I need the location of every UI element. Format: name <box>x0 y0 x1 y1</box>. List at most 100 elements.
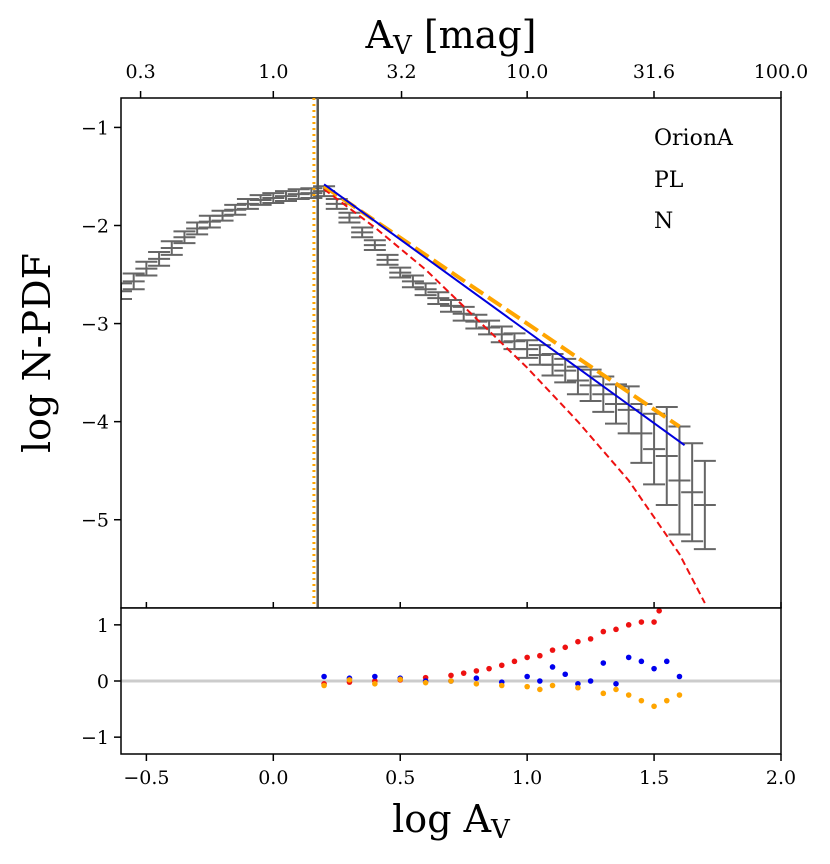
residual-point <box>651 665 657 672</box>
errorbar-point <box>249 194 272 206</box>
errorbar-point <box>148 250 171 267</box>
x-axis-title-main: log A <box>392 797 491 841</box>
errorbar-point <box>655 405 678 507</box>
main-panel: −1 −2 −3 −4 −5 0.3 1.0 3.2 10.0 31.6 100.0 OrionA… <box>81 61 808 754</box>
residual-point <box>448 672 454 679</box>
errorbar-point <box>262 192 285 204</box>
residual-point <box>613 686 619 693</box>
errorbar-point <box>135 260 158 277</box>
errorbar-point <box>275 190 297 202</box>
errorbar-point <box>414 282 437 297</box>
top-tick-label: 31.6 <box>633 61 675 83</box>
residual-point <box>625 654 632 661</box>
residual-point <box>321 673 327 680</box>
top-tick-label: 1.0 <box>258 61 288 83</box>
main-y-ticks: −1 −2 −3 −4 −5 <box>81 117 121 532</box>
residual-point <box>460 670 467 676</box>
errorbar-point <box>541 352 564 377</box>
top-axis-title: AV [mag] <box>365 13 537 61</box>
errorbar-point <box>579 368 602 403</box>
residual-point <box>549 664 556 670</box>
residual-point <box>372 681 378 687</box>
residual-point <box>676 692 683 698</box>
x-tick-label: −0.5 <box>123 767 169 789</box>
residual-panel: −0.5 0.0 0.5 1.0 1.5 2.0 1 0 −1 <box>81 607 796 789</box>
errorbar-point <box>516 339 539 359</box>
top-tick-label: 10.0 <box>506 61 548 83</box>
x-tick-label: 0.5 <box>385 767 415 789</box>
residual-point <box>498 662 505 669</box>
residual-point <box>600 660 607 666</box>
residual-point <box>625 622 632 628</box>
top-axis-title-main: A <box>365 13 394 57</box>
errorbar-point <box>351 226 374 239</box>
residual-point <box>587 636 594 642</box>
residual-point <box>663 658 670 665</box>
x-tick-label: 2.0 <box>766 767 796 789</box>
annotations: OrionA PL N <box>654 126 734 234</box>
annotation-type: N <box>654 209 673 234</box>
errorbar-point <box>681 442 704 543</box>
errorbar-point <box>363 239 386 252</box>
residual-point <box>473 681 480 687</box>
residual-point <box>638 697 645 704</box>
residual-point <box>448 678 454 684</box>
residual-y-tick-label: −1 <box>81 727 109 749</box>
residual-point <box>613 626 619 633</box>
residual-point <box>575 638 581 645</box>
residual-point <box>549 682 556 689</box>
residual-point <box>575 681 581 687</box>
errorbar-point <box>122 272 145 291</box>
main-y-tick-label: −5 <box>81 510 109 532</box>
x-tick-label: 1.0 <box>512 767 542 789</box>
residual-point <box>656 608 662 614</box>
top-tick-label: 3.2 <box>386 61 416 83</box>
residual-point <box>562 644 569 651</box>
top-axis-ticks: 0.3 1.0 3.2 10.0 31.6 100.0 <box>125 61 808 98</box>
errorbar-point <box>338 211 361 224</box>
residual-point <box>524 673 530 680</box>
residual-point <box>638 619 645 625</box>
main-x-ticks <box>145 602 782 608</box>
residual-point <box>613 681 619 687</box>
residual-point <box>321 682 327 689</box>
residual-point <box>473 668 480 674</box>
lognormal-fit-line <box>323 188 706 604</box>
residual-x-ticks: −0.5 0.0 0.5 1.0 1.5 2.0 <box>123 754 796 789</box>
x-axis-title: log AV <box>392 797 511 845</box>
residual-point <box>524 654 530 661</box>
main-y-tick-label: −2 <box>81 216 109 238</box>
residual-point <box>651 703 657 710</box>
residual-point <box>537 652 543 659</box>
residual-point <box>422 679 429 686</box>
main-y-tick-label: −1 <box>81 117 109 139</box>
errorbar-point <box>160 240 183 256</box>
errorbar-point <box>173 230 196 245</box>
x-tick-label: 0.0 <box>258 767 288 789</box>
residual-point <box>524 683 530 690</box>
residual-point <box>625 692 632 698</box>
residual-point <box>346 677 353 683</box>
x-tick-label: 1.5 <box>639 767 669 789</box>
top-tick-label: 100.0 <box>754 61 808 83</box>
residual-point <box>587 678 594 684</box>
y-axis-title: log N-PDF <box>15 253 59 453</box>
errorbar-point <box>376 253 399 266</box>
main-plot-area <box>121 98 781 608</box>
residual-point <box>498 682 505 689</box>
errorbar-point <box>693 459 716 551</box>
residual-point <box>537 686 543 693</box>
residual-point <box>549 647 556 653</box>
residual-point <box>575 684 581 691</box>
residual-y-tick-label: 1 <box>97 615 109 637</box>
residual-data-layer <box>121 608 781 710</box>
annotation-model: PL <box>654 168 684 193</box>
main-y-tick-label: −4 <box>81 412 109 434</box>
top-axis-title-unit: [mag] <box>412 13 537 57</box>
powerlaw-fit-line <box>323 183 686 447</box>
top-axis-title-sub: V <box>392 31 413 61</box>
residual-y-tick-label: 0 <box>97 671 109 693</box>
residual-point <box>663 697 670 704</box>
residual-series-2 <box>321 676 683 710</box>
residual-point <box>486 665 492 672</box>
